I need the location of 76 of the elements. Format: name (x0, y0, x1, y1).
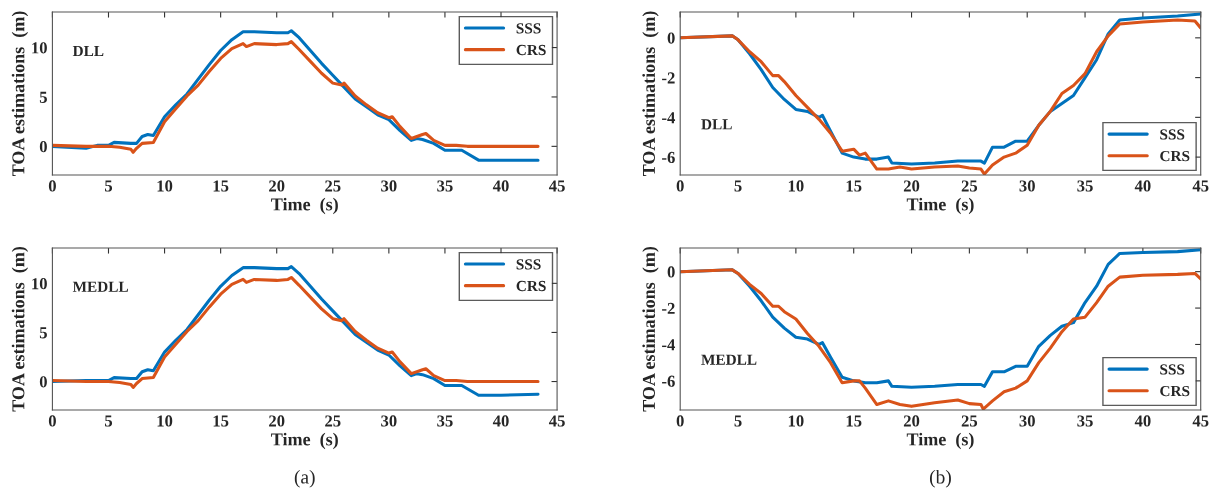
x-tick-label: 5 (734, 415, 742, 427)
x-tick-label: 0 (48, 415, 56, 427)
x-tick-label: 20 (269, 180, 285, 192)
y-tick-label: -6 (662, 151, 675, 164)
x-tick-label: 5 (104, 415, 113, 427)
legend-label: CRS (516, 44, 546, 56)
x-axis-title: Time (s) (906, 197, 974, 215)
x-tick-label: 15 (213, 180, 229, 192)
x-tick-label: 40 (1134, 415, 1151, 427)
y-tick-label: 0 (39, 376, 47, 388)
x-tick-label: 10 (157, 415, 173, 427)
annotation: DLL (701, 119, 732, 130)
x-tick-label: 45 (1192, 415, 1209, 427)
y-axis-title: TOA estimations (m) (642, 11, 659, 177)
x-tick-label: 20 (903, 180, 920, 192)
x-tick-label: 25 (325, 415, 341, 427)
x-tick-label: 30 (1019, 180, 1035, 192)
y-tick-label: -2 (662, 302, 675, 314)
legend-label: CRS (1160, 150, 1190, 162)
y-tick-label: -4 (662, 339, 676, 351)
y-tick-label: 0 (667, 266, 675, 278)
x-tick-label: 35 (437, 180, 453, 192)
y-axis-title: TOA estimations (m) (11, 11, 29, 177)
y-axis-title: TOA estimations (m) (11, 246, 29, 412)
x-tick-label: 0 (676, 180, 684, 192)
x-tick-label: 10 (157, 180, 173, 192)
x-tick-label: 30 (381, 415, 397, 427)
y-tick-label: 10 (32, 42, 47, 54)
x-tick-label: 40 (492, 180, 509, 192)
text: (b) (929, 469, 951, 488)
x-tick-label: 35 (1077, 415, 1093, 427)
y-tick-label: 10 (32, 278, 47, 290)
x-tick-label: 0 (48, 180, 56, 192)
x-tick-label: 45 (548, 180, 565, 192)
annotation: MEDLL (701, 354, 757, 365)
x-tick-label: 35 (437, 415, 453, 427)
y-tick-label: 5 (39, 91, 47, 103)
x-tick-label: 25 (961, 415, 978, 427)
x-tick-label: 10 (788, 180, 804, 192)
x-tick-label: 25 (325, 180, 341, 192)
x-tick-label: 5 (104, 180, 113, 192)
x-tick-label: 15 (846, 415, 862, 427)
x-tick-label: 30 (1019, 415, 1035, 427)
legend-label: SSS (516, 259, 541, 270)
x-tick-label: 15 (846, 180, 862, 192)
legend-label: CRS (516, 280, 546, 292)
text: (a) (294, 469, 315, 488)
x-tick-label: 0 (676, 415, 684, 427)
x-tick-label: 20 (903, 415, 920, 427)
legend-label: SSS (1160, 364, 1185, 375)
x-tick-label: 15 (213, 415, 229, 427)
x-tick-label: 25 (961, 180, 978, 192)
x-tick-label: 30 (381, 180, 397, 192)
x-axis-title: Time (s) (906, 432, 974, 450)
x-tick-label: 45 (548, 415, 565, 427)
y-tick-label: 5 (39, 327, 47, 339)
y-tick-label: -4 (662, 112, 676, 124)
annotation: DLL (72, 46, 104, 57)
x-axis-title: Time (s) (271, 432, 338, 450)
x-tick-label: 40 (1134, 180, 1151, 192)
y-tick-label: -6 (662, 375, 675, 387)
annotation: MEDLL (72, 281, 128, 292)
x-tick-label: 20 (269, 415, 285, 427)
x-axis-title: Time (s) (271, 197, 338, 215)
x-tick-label: 40 (492, 415, 509, 427)
x-tick-label: 45 (1192, 180, 1209, 192)
x-tick-label: 35 (1077, 180, 1093, 192)
x-tick-label: 10 (788, 415, 804, 427)
x-tick-label: 5 (734, 180, 742, 192)
y-tick-label: 0 (667, 32, 675, 44)
y-tick-label: -2 (662, 72, 675, 84)
legend-label: SSS (1160, 129, 1185, 140)
y-axis-title: TOA estimations (m) (642, 246, 659, 412)
legend-label: SSS (516, 23, 541, 34)
legend-label: CRS (1160, 385, 1190, 397)
y-tick-label: 0 (39, 141, 47, 153)
